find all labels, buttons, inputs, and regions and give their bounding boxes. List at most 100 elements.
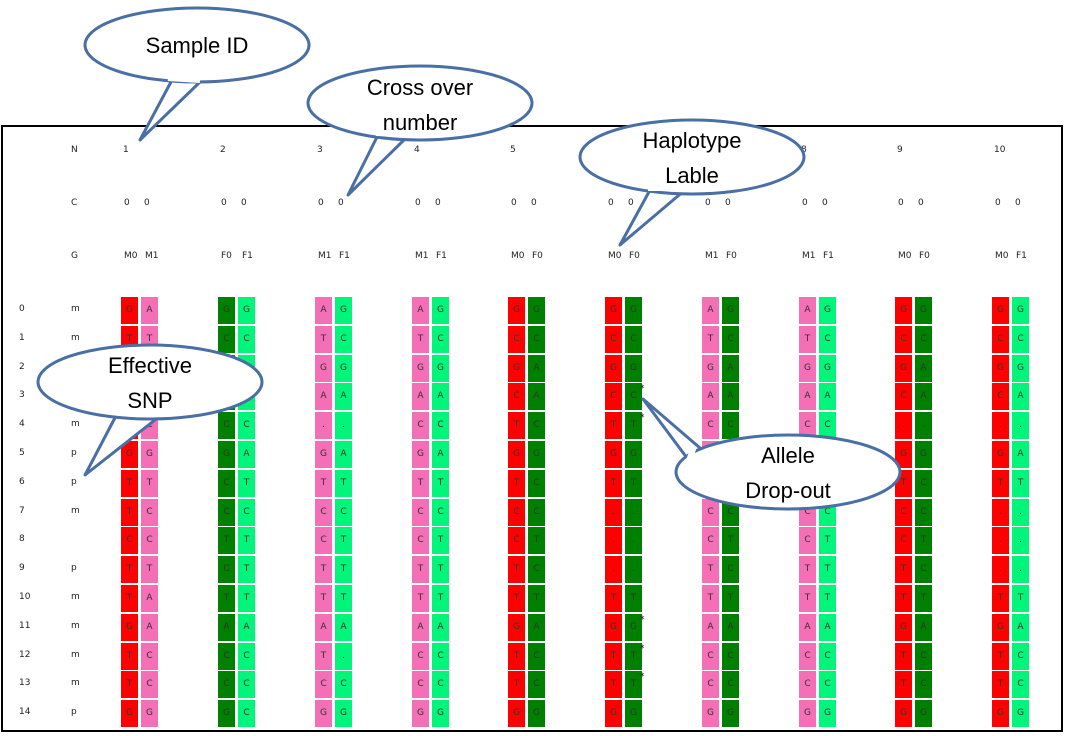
dropout-marker: * <box>640 643 645 654</box>
allele-cell: G <box>702 700 719 728</box>
haplotype-label: M0 <box>124 251 138 261</box>
allele-cell: T <box>238 469 255 497</box>
snp-type: p <box>71 448 77 458</box>
allele-cell: G <box>335 297 352 324</box>
allele-cell: C <box>528 469 545 497</box>
allele-cell: T <box>508 469 525 497</box>
allele-cell: G <box>508 441 525 468</box>
allele-cell: T <box>121 585 138 612</box>
allele-cell: T <box>432 527 449 555</box>
allele-cell: T <box>508 671 525 699</box>
allele-cell: T <box>315 556 332 584</box>
allele-cell: T <box>992 642 1009 670</box>
allele-cell: C <box>528 498 545 526</box>
dropout-marker: * <box>640 672 645 683</box>
allele-cell: T <box>218 527 235 555</box>
allele-cell: C <box>528 412 545 440</box>
allele-cell: G <box>141 700 158 728</box>
callout-effective-snp: Effective SNP <box>36 343 264 477</box>
allele-cell: C <box>508 527 525 555</box>
allele-cell: C <box>799 527 816 555</box>
allele-cell: T <box>508 412 525 440</box>
allele-cell: T <box>702 556 719 584</box>
crossover-count: 0 <box>802 198 808 208</box>
allele-cell: G <box>121 441 138 468</box>
allele-cell: G <box>895 700 912 728</box>
snp-type: m <box>71 620 80 631</box>
allele-cell: G <box>819 354 836 382</box>
allele-cell: G <box>335 700 352 728</box>
haplotype-label: M0 <box>511 251 525 261</box>
allele-cell: G <box>432 700 449 728</box>
allele-cell: T <box>702 325 719 353</box>
allele-cell: T <box>238 527 255 555</box>
allele-cell: C <box>432 671 449 699</box>
allele-cell: T <box>992 469 1009 497</box>
allele-cell: . <box>915 412 932 440</box>
allele-cell: T <box>605 585 622 612</box>
snp-index: 4 <box>19 419 25 430</box>
allele-cell: T <box>819 527 836 555</box>
allele-cell: . <box>335 412 352 440</box>
haplotype-label: F1 <box>242 251 253 261</box>
allele-cell: T <box>625 585 642 612</box>
allele-cell: C <box>528 642 545 670</box>
allele-cell: G <box>625 354 642 382</box>
allele-cell: G * <box>625 613 645 641</box>
allele-cell: . <box>1012 498 1029 526</box>
allele-cell: G <box>605 297 622 324</box>
haplotype-label: F1 <box>1016 251 1027 261</box>
allele-cell: T <box>895 585 912 612</box>
allele-cell: A <box>141 613 158 641</box>
snp-type: p <box>71 563 77 574</box>
allele-cell: G <box>218 700 235 728</box>
allele-cell: T <box>335 527 352 555</box>
allele-cell: T <box>625 469 642 497</box>
allele-cell: T <box>218 585 235 612</box>
snp-index: 8 <box>19 534 25 545</box>
allele-cell: C <box>432 498 449 526</box>
allele-cell: C * <box>625 383 645 411</box>
allele-cell: . <box>895 412 912 440</box>
allele-cell: A <box>238 441 255 468</box>
snp-index: 2 <box>19 361 25 372</box>
allele-cell: C <box>238 700 255 728</box>
allele-cell: G <box>528 297 545 324</box>
allele-cell: A <box>915 613 932 641</box>
allele-cell: T <box>141 469 158 497</box>
allele-cell: G <box>625 297 642 324</box>
allele-cell: G <box>218 297 235 324</box>
allele-cell: C <box>141 642 158 670</box>
dropout-marker: * <box>640 413 645 424</box>
haplotype-label: F1 <box>823 251 834 261</box>
allele-cell: A <box>702 297 719 324</box>
allele-cell: C <box>121 527 138 555</box>
allele-cell: C <box>819 642 836 670</box>
allele-cell: . <box>605 527 622 555</box>
allele-cell: C <box>819 412 836 440</box>
allele-cell: G <box>605 700 622 728</box>
allele-cell: . <box>335 642 352 670</box>
snp-type: m <box>71 592 80 602</box>
allele-cell: . <box>605 556 622 584</box>
allele-cell: G <box>605 441 622 468</box>
allele-cell: G <box>121 297 138 324</box>
allele-cell: T <box>238 585 255 612</box>
allele-cell: T <box>605 469 622 497</box>
allele-cell: T <box>432 585 449 612</box>
haplotype-label: M1 <box>415 251 429 261</box>
allele-cell: G <box>819 297 836 324</box>
allele-cell: C <box>412 671 429 699</box>
crossover-count: 0 <box>511 198 517 208</box>
allele-cell: . <box>992 527 1009 555</box>
crossover-count: 0 <box>124 198 130 208</box>
callout-effective-snp-line2: SNP <box>127 388 172 413</box>
snp-index: 3 <box>19 390 25 401</box>
allele-cell: C <box>315 498 332 526</box>
callout-haplotype: Haplotype Lable <box>578 118 806 247</box>
allele-cell: G <box>895 441 912 468</box>
allele-cell: G <box>992 700 1009 728</box>
allele-cell: A <box>238 613 255 641</box>
callout-haplotype-line2: Lable <box>665 163 719 188</box>
haplotype-label: M0 <box>608 251 622 261</box>
